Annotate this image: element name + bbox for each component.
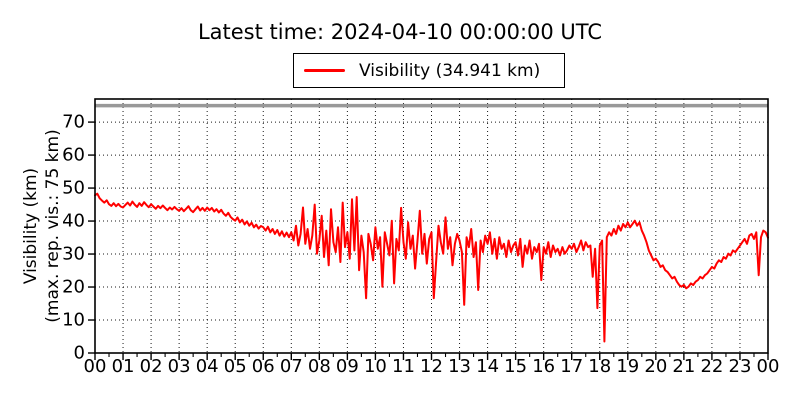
legend: Visibility (34.941 km) bbox=[293, 53, 565, 88]
visibility-line bbox=[94, 192, 769, 343]
y-tick-label: 70 bbox=[62, 112, 85, 133]
x-tick-label: 08 bbox=[308, 356, 331, 377]
x-tick-label: 14 bbox=[476, 356, 499, 377]
x-tick-label: 00 bbox=[84, 356, 107, 377]
x-tick-label: 12 bbox=[420, 356, 443, 377]
x-tick-label: 11 bbox=[392, 356, 415, 377]
x-tick-label: 17 bbox=[560, 356, 583, 377]
x-tick-label: 21 bbox=[672, 356, 695, 377]
x-tick-label: 07 bbox=[280, 356, 303, 377]
chart-title: Latest time: 2024-04-10 00:00:00 UTC bbox=[197, 20, 603, 44]
x-tick-label: 01 bbox=[112, 356, 135, 377]
x-tick-label: 23 bbox=[729, 356, 752, 377]
y-tick-label: 60 bbox=[62, 145, 85, 166]
y-tick-label: 10 bbox=[62, 310, 85, 331]
x-tick-label: 20 bbox=[644, 356, 667, 377]
y-tick-label: 50 bbox=[62, 178, 85, 199]
x-tick-label: 10 bbox=[364, 356, 387, 377]
x-tick-label: 03 bbox=[168, 356, 191, 377]
y-tick-label: 0 bbox=[74, 343, 85, 364]
legend-label: Visibility (34.941 km) bbox=[359, 60, 541, 81]
y-tick-label: 30 bbox=[62, 244, 85, 265]
x-tick-label: 19 bbox=[616, 356, 639, 377]
x-tick-label: 02 bbox=[140, 356, 163, 377]
x-tick-label: 18 bbox=[588, 356, 611, 377]
plot-frame bbox=[94, 98, 769, 354]
x-tick-label: 00 bbox=[757, 356, 780, 377]
y-tick-label: 40 bbox=[62, 211, 85, 232]
x-tick-label: 22 bbox=[700, 356, 723, 377]
x-tick-label: 09 bbox=[336, 356, 359, 377]
legend-line-sample bbox=[304, 68, 345, 73]
x-tick-label: 13 bbox=[448, 356, 471, 377]
x-tick-label: 04 bbox=[196, 356, 219, 377]
y-tick-label: 20 bbox=[62, 277, 85, 298]
x-tick-label: 15 bbox=[504, 356, 527, 377]
x-tick-label: 16 bbox=[532, 356, 555, 377]
x-tick-label: 06 bbox=[252, 356, 275, 377]
x-tick-label: 05 bbox=[224, 356, 247, 377]
